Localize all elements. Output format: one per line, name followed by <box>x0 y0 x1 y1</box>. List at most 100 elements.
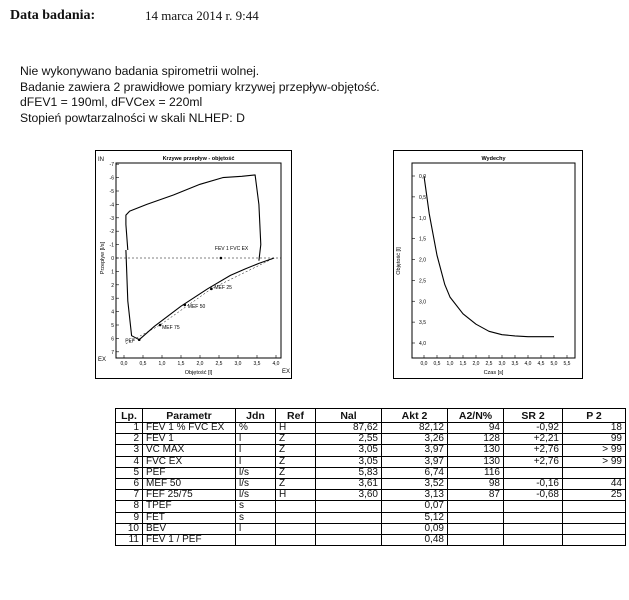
x-tick-label: 1,0 <box>159 361 166 367</box>
col-p2-cell <box>562 511 626 524</box>
col-jdn-cell: l/s <box>235 489 276 502</box>
col-a2n-cell <box>447 500 504 513</box>
y-tick-label: 0 <box>111 256 114 262</box>
col-akt2-cell: 0,07 <box>381 500 448 513</box>
col-a2n-cell: 87 <box>447 489 504 502</box>
col-sr2-cell: -0,16 <box>503 477 563 491</box>
info-line: Badanie zawiera 2 prawidłowe pomiary krz… <box>20 79 380 94</box>
col-ref-cell: H <box>275 489 316 502</box>
y-tick-label: -6 <box>110 176 115 182</box>
col-jdn-cell: % <box>235 421 276 435</box>
marker-point <box>210 287 213 291</box>
col-jdn-cell: l/s <box>235 477 276 491</box>
table-row: 9 FET s 5,12 <box>115 511 626 524</box>
x-tick-label: 2,0 <box>197 361 204 367</box>
col-sr2-cell: +2,76 <box>503 455 563 468</box>
col-parametr-cell: FEV 1 <box>142 433 236 446</box>
table-row: 2 FEV 1 l Z 2,55 3,26 128 +2,21 99 <box>115 433 626 446</box>
info-line: Nie wykonywano badania spirometrii wolne… <box>20 64 260 78</box>
x-tick-label: 3,0 <box>235 361 242 367</box>
col-sr2-cell: +2,21 <box>503 433 563 446</box>
x-tick-label: 1,0 <box>447 361 454 367</box>
x-tick-label: 5,0 <box>551 361 558 367</box>
volume-time-curve <box>423 175 554 338</box>
col-nal-cell <box>315 511 382 524</box>
y-tick-label: -4 <box>110 202 115 208</box>
marker-label: FEV 1 FVC EX <box>215 246 249 252</box>
col-nal-cell: 3,60 <box>315 489 382 502</box>
col-akt2-cell: 3,13 <box>381 489 448 502</box>
col-jdn-cell: s <box>235 500 276 513</box>
marker-label: MEF 75 <box>162 325 180 331</box>
flow-volume-curve <box>125 174 262 261</box>
volume-time-plot: Wydechy Czas [s] Objętość [l] 0,0 0,5 1,0 1,5 2… <box>396 156 576 376</box>
col-nal-cell <box>315 500 382 513</box>
y-tick-label: 0,5 <box>419 195 426 201</box>
col-parametr-cell: VC MAX <box>142 444 236 457</box>
x-tick-label: 0,0 <box>421 361 428 367</box>
col-jdn-cell <box>235 533 276 547</box>
col-sr2-cell: -0,92 <box>503 421 563 435</box>
x-tick-label: 4,5 <box>538 361 545 367</box>
y-tick-label: 3 <box>111 296 114 302</box>
col-a2n-header: A2/N% <box>447 408 504 423</box>
table-row: 1 FEV 1 % FVC EX% H 87,62 82,12 94 -0,92 18 <box>115 421 626 435</box>
marker-label: MEF 25 <box>214 285 232 291</box>
col-a2n-cell: 116 <box>447 466 504 479</box>
col-sr2-cell <box>503 533 563 547</box>
col-akt2-cell: 3,97 <box>381 444 448 457</box>
x-axis-label: Czas [s] <box>484 370 504 376</box>
x-tick-label: 2,5 <box>216 361 223 367</box>
col-p2-cell: > 99 <box>562 444 626 457</box>
col-a2n-cell: 130 <box>447 455 504 468</box>
col-sr2-cell <box>503 511 563 524</box>
col-a2n-cell <box>447 511 504 524</box>
x-tick-label: 5,5 <box>564 361 571 367</box>
y-tick-label: 3,5 <box>419 320 426 326</box>
x-tick-label: 2,5 <box>486 361 493 367</box>
y-tick-label: 7 <box>111 350 114 356</box>
y-tick-label: -5 <box>110 189 115 195</box>
col-lp-cell: 4 <box>115 455 143 468</box>
col-parametr-cell: FEF 25/75 <box>142 489 236 502</box>
col-parametr-cell: FVC EX <box>142 455 236 468</box>
flow-volume-curve <box>125 249 275 341</box>
col-parametr-cell: FET <box>142 511 236 524</box>
table-row: 11 FEV 1 / PEF 0,48 <box>115 533 626 547</box>
col-nal-cell: 2,55 <box>315 433 382 446</box>
col-nal-cell <box>315 533 382 547</box>
y-tick-label: 2,0 <box>419 258 426 264</box>
col-jdn-cell: l/s <box>235 466 276 479</box>
col-p2-header: P 2 <box>562 408 626 423</box>
table-row: 5 PEF l/s Z 5,83 6,74 116 <box>115 466 626 479</box>
col-akt2-cell: 0,48 <box>381 533 448 547</box>
col-a2n-cell: 98 <box>447 477 504 491</box>
table-row: 8 TPEF s 0,07 <box>115 500 626 513</box>
y-tick-label: 4 <box>111 310 114 316</box>
col-a2n-cell: 94 <box>447 421 504 435</box>
col-p2-cell <box>562 466 626 479</box>
col-parametr-cell: BEV <box>142 522 236 535</box>
plot-frame <box>115 162 282 359</box>
x-tick-label: 2,0 <box>473 361 480 367</box>
x-tick-label: 4,0 <box>525 361 532 367</box>
y-tick-label: 1 <box>111 269 114 275</box>
col-a2n-cell <box>447 533 504 547</box>
y-tick-label: 2 <box>111 283 114 289</box>
col-lp-cell: 3 <box>115 444 143 457</box>
col-akt2-cell: 6,74 <box>381 466 448 479</box>
marker-point <box>158 323 162 327</box>
col-sr2-cell: -0,68 <box>503 489 563 502</box>
info-line: Stopień powtarzalności w skali NLHEP: D <box>20 110 245 125</box>
col-nal-cell: 87,62 <box>315 421 382 435</box>
marker-label: MEF 50 <box>188 304 206 310</box>
x-tick-label: 3,5 <box>254 361 261 367</box>
x-axis-label: Objętość [l] <box>185 370 213 376</box>
col-nal-cell <box>315 522 382 535</box>
col-p2-cell: 18 <box>562 421 626 435</box>
col-sr2-cell <box>503 522 563 535</box>
table-row: 4 FVC EX l Z 3,05 3,97 130 +2,76 > 99 <box>115 455 626 468</box>
x-tick-label: 4,0 <box>273 361 280 367</box>
